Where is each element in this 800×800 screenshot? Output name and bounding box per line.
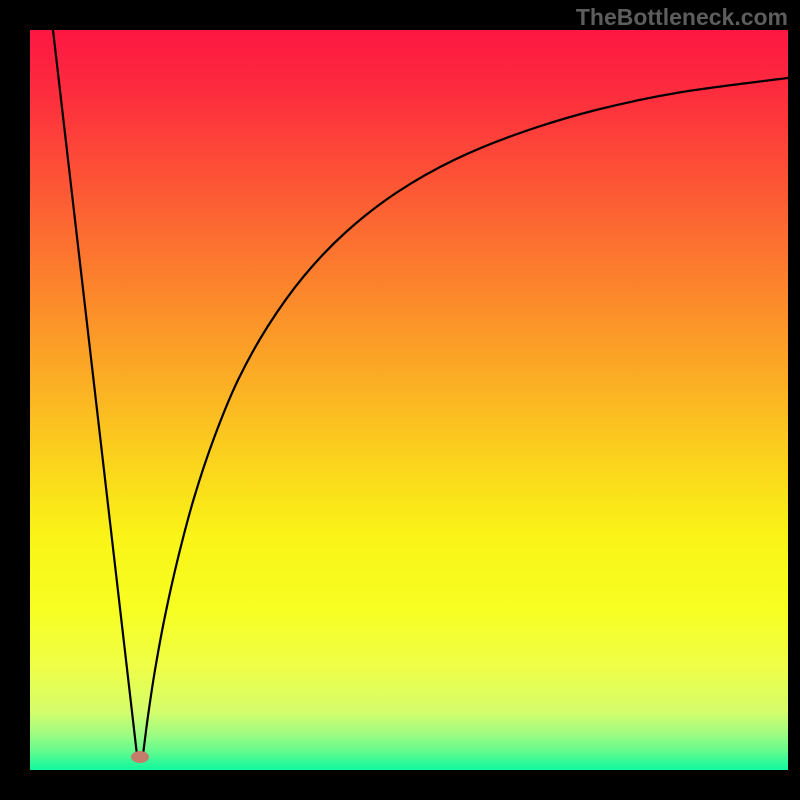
border-left [0, 0, 30, 800]
chart-container: TheBottleneck.com [0, 0, 800, 800]
watermark-text: TheBottleneck.com [576, 4, 788, 31]
border-bottom [0, 770, 800, 800]
gradient-background [30, 30, 788, 770]
minimum-marker [131, 751, 149, 763]
chart-svg [30, 30, 788, 770]
plot-area [30, 30, 788, 770]
border-right [788, 0, 800, 800]
